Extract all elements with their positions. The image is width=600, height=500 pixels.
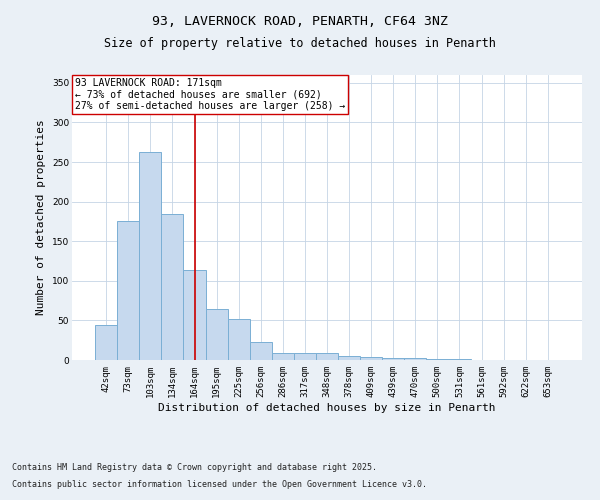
Text: Size of property relative to detached houses in Penarth: Size of property relative to detached ho…	[104, 38, 496, 51]
X-axis label: Distribution of detached houses by size in Penarth: Distribution of detached houses by size …	[158, 402, 496, 412]
Bar	[184, 270, 206, 360]
Bar	[294, 353, 316, 360]
Text: Contains public sector information licensed under the Open Government Licence v3: Contains public sector information licen…	[12, 480, 427, 489]
Bar	[95, 325, 117, 360]
Bar	[139, 152, 161, 360]
Bar	[227, 319, 250, 360]
Y-axis label: Number of detached properties: Number of detached properties	[37, 120, 46, 316]
Text: Contains HM Land Registry data © Crown copyright and database right 2025.: Contains HM Land Registry data © Crown c…	[12, 464, 377, 472]
Bar	[250, 342, 272, 360]
Bar	[448, 359, 470, 360]
Bar	[316, 353, 338, 360]
Bar	[161, 214, 184, 360]
Bar	[404, 358, 427, 360]
Bar	[427, 359, 448, 360]
Bar	[360, 357, 382, 360]
Bar	[117, 220, 139, 360]
Bar	[206, 308, 227, 360]
Bar	[338, 356, 360, 360]
Text: 93, LAVERNOCK ROAD, PENARTH, CF64 3NZ: 93, LAVERNOCK ROAD, PENARTH, CF64 3NZ	[152, 15, 448, 28]
Bar	[382, 358, 404, 360]
Bar	[272, 353, 294, 360]
Text: 93 LAVERNOCK ROAD: 171sqm
← 73% of detached houses are smaller (692)
27% of semi: 93 LAVERNOCK ROAD: 171sqm ← 73% of detac…	[74, 78, 345, 111]
